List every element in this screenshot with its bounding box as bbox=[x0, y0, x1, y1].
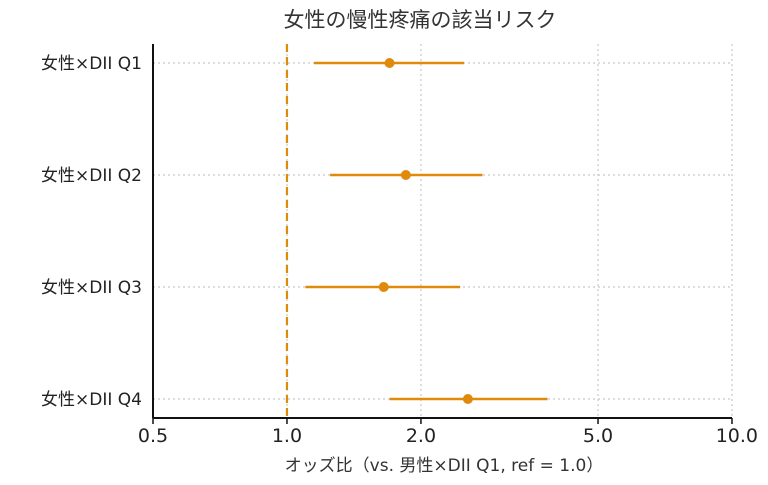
x-tick-label: 1.0 bbox=[272, 425, 302, 447]
row-label: 女性×DII Q3 bbox=[41, 278, 142, 298]
rows: 女性×DII Q1 女性×DII Q2 女性×DII Q3 女性×DII Q4 bbox=[41, 54, 548, 410]
point-estimate bbox=[384, 58, 395, 68]
row-label: 女性×DII Q4 bbox=[41, 390, 142, 410]
x-tick-label: 0.5 bbox=[138, 425, 168, 447]
point-estimate bbox=[462, 394, 473, 404]
x-tick-label: 2.0 bbox=[406, 425, 436, 447]
point-estimate bbox=[400, 170, 411, 180]
chart-title: 女性の慢性疼痛の該当リスク bbox=[284, 8, 557, 32]
x-tick-label: 10.0 bbox=[716, 425, 758, 447]
row-label: 女性×DII Q1 bbox=[41, 54, 142, 74]
x-tick-label: 5.0 bbox=[583, 425, 613, 447]
grid bbox=[152, 44, 733, 418]
x-axis-label: オッズ比（vs. 男性×DII Q1, ref = 1.0） bbox=[285, 456, 604, 476]
point-estimate bbox=[378, 282, 389, 292]
row-label: 女性×DII Q2 bbox=[41, 166, 142, 186]
x-ticks: 0.5 1.0 2.0 5.0 10.0 bbox=[138, 418, 758, 447]
